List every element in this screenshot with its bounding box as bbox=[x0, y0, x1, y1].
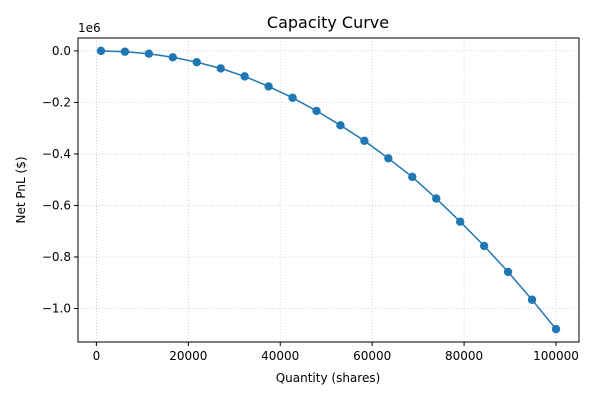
x-tick-label: 40000 bbox=[261, 349, 299, 363]
x-axis: 0 20000 40000 60000 80000 100000 bbox=[93, 342, 579, 363]
data-point bbox=[479, 241, 489, 251]
data-point bbox=[312, 106, 321, 116]
data-point bbox=[96, 46, 106, 56]
data-point bbox=[192, 58, 201, 67]
series-line bbox=[100, 50, 557, 330]
y-axis-label: Net PnL ($) bbox=[14, 156, 28, 223]
data-point bbox=[240, 72, 249, 81]
plot-frame bbox=[77, 37, 580, 343]
data-point bbox=[527, 295, 537, 304]
x-axis-label: Quantity (shares) bbox=[276, 371, 381, 385]
x-tick-label: 0 bbox=[93, 349, 101, 363]
y-tick-label: −0.6 bbox=[42, 198, 71, 212]
y-tick-label: −0.8 bbox=[42, 250, 71, 264]
data-point bbox=[384, 154, 393, 163]
grid bbox=[78, 38, 579, 342]
y-tick-label: −1.0 bbox=[42, 302, 71, 316]
y-tick-label: 0.0 bbox=[52, 44, 71, 58]
data-point bbox=[408, 172, 417, 182]
data-point bbox=[120, 47, 130, 56]
data-point bbox=[503, 267, 513, 277]
x-tick-label: 80000 bbox=[445, 349, 483, 363]
y-axis: 0.0 −0.2 −0.4 −0.6 −0.8 −1.0 bbox=[42, 44, 78, 316]
data-point bbox=[432, 194, 441, 203]
data-point bbox=[144, 49, 154, 58]
series-net-pnl bbox=[96, 46, 561, 334]
chart-title: Capacity Curve bbox=[267, 13, 389, 32]
data-point bbox=[336, 121, 345, 130]
data-point bbox=[360, 136, 369, 145]
data-point bbox=[264, 82, 273, 91]
data-point bbox=[551, 324, 561, 334]
x-tick-label: 60000 bbox=[353, 349, 391, 363]
data-point bbox=[455, 217, 465, 226]
data-point bbox=[216, 64, 225, 73]
data-point bbox=[288, 93, 297, 102]
y-tick-label: −0.4 bbox=[42, 147, 71, 161]
x-tick-label: 20000 bbox=[169, 349, 207, 363]
x-tick-label: 100000 bbox=[533, 349, 579, 363]
y-offset-label: 1e6 bbox=[78, 21, 101, 35]
data-point bbox=[168, 53, 178, 62]
y-tick-label: −0.2 bbox=[42, 95, 71, 109]
